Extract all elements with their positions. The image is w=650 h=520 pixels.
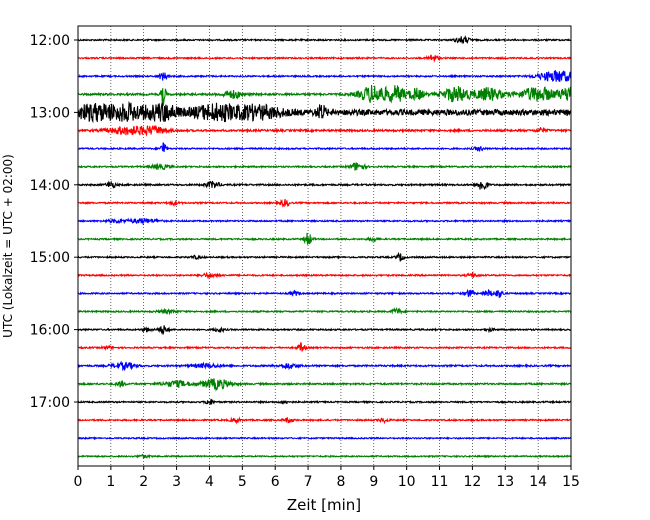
trace-1230: [77, 70, 572, 82]
x-tick-label: 6: [271, 474, 280, 490]
grid-lines: [110, 26, 539, 466]
trace-1545: [77, 307, 572, 316]
x-tick-label: 11: [431, 474, 449, 490]
trace-1200: [77, 35, 572, 45]
y-tick-label: 15:00: [30, 250, 70, 266]
x-tick-label: 0: [74, 474, 83, 490]
trace-1745: [77, 453, 572, 460]
x-tick-label: 14: [529, 474, 547, 490]
x-tick-label: 8: [336, 474, 345, 490]
traces: [77, 35, 572, 460]
x-tick-label: 12: [463, 474, 481, 490]
y-tick-label: 17:00: [30, 395, 70, 411]
trace-1445: [77, 232, 572, 246]
trace-1730: [77, 436, 572, 441]
plot-frame: [77, 25, 572, 467]
x-tick-label: 15: [562, 474, 580, 490]
trace-1715: [77, 416, 572, 425]
trace-1615: [77, 341, 572, 352]
y-axis-label: UTC (Lokalzeit = UTC + 02:00): [1, 154, 15, 338]
x-tick-label: 9: [369, 474, 378, 490]
trace-1300: [77, 100, 572, 124]
y-tick-label: 13:00: [30, 105, 70, 121]
trace-1400: [77, 180, 572, 191]
x-tick-label: 3: [172, 474, 181, 490]
x-tick-label: 10: [398, 474, 416, 490]
x-tick-label: 1: [106, 474, 115, 490]
y-tick-label: 16:00: [30, 323, 70, 339]
x-tick-label: 4: [205, 474, 214, 490]
x-axis-label: Zeit [min]: [287, 496, 361, 514]
trace-1630: [77, 360, 572, 372]
trace-1345: [77, 162, 572, 171]
trace-1245: [77, 85, 572, 107]
trace-1700: [77, 398, 572, 405]
trace-1330: [77, 142, 572, 153]
trace-1515: [77, 270, 572, 280]
trace-1600: [77, 325, 572, 336]
trace-1430: [77, 217, 572, 226]
trace-1215: [77, 54, 572, 63]
trace-1645: [77, 378, 572, 392]
x-tick-label: 2: [139, 474, 148, 490]
trace-1500: [77, 251, 572, 262]
x-tick-label: 7: [304, 474, 313, 490]
x-tick-label: 13: [496, 474, 514, 490]
trace-1415: [77, 198, 572, 208]
y-tick-label: 14:00: [30, 178, 70, 194]
x-tick-label: 5: [238, 474, 247, 490]
trace-1315: [77, 124, 572, 137]
trace-1530: [77, 288, 572, 299]
x-axis: 0 1 2 3 4 5 6 7 8 9 10 11 12 13 14 15: [74, 466, 580, 490]
y-tick-label: 12:00: [30, 33, 70, 49]
y-axis: 12:00 13:00 14:00 15:00 16:00 17:00: [30, 33, 78, 411]
